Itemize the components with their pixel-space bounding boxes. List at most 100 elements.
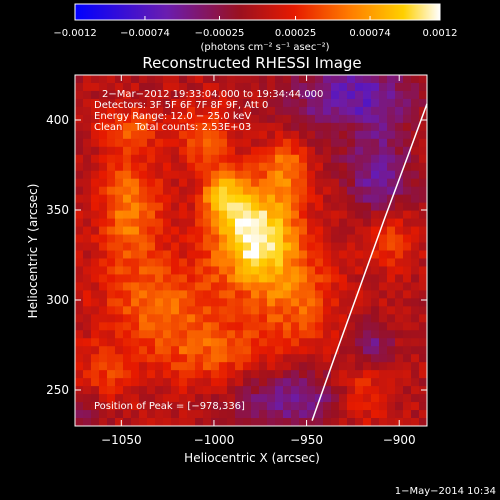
heatmap-cell (235, 162, 244, 172)
heatmap-cell (355, 378, 364, 387)
heatmap-cell (211, 130, 220, 140)
heatmap-cell (227, 186, 236, 196)
heatmap-cell (363, 106, 372, 116)
heatmap-cell (179, 314, 188, 323)
heatmap-cell (163, 170, 172, 180)
heatmap-cell (411, 114, 420, 124)
heatmap-cell (251, 250, 260, 259)
heatmap-cell (99, 322, 108, 331)
heatmap-cell (363, 410, 372, 419)
heatmap-cell (331, 138, 340, 148)
heatmap-cell (387, 82, 396, 92)
colorbar-tick-label: 0.0012 (423, 28, 458, 39)
heatmap-cell (371, 274, 380, 283)
heatmap-cell (323, 322, 332, 331)
heatmap-cell (299, 410, 308, 419)
heatmap-cell (99, 338, 108, 347)
heatmap-cell (323, 250, 332, 259)
heatmap-cell (291, 194, 300, 204)
heatmap-cell (419, 154, 428, 164)
heatmap-cell (219, 410, 228, 419)
heatmap-cell (355, 146, 364, 156)
heatmap-cell (219, 242, 228, 251)
colorbar-tick-label: 0.00025 (275, 28, 316, 39)
heatmap-cell (339, 290, 348, 299)
heatmap-cell (363, 218, 372, 228)
heatmap-cell (219, 274, 228, 283)
heatmap-cell (331, 130, 340, 140)
heatmap-cell (155, 386, 164, 395)
heatmap-cell (203, 386, 212, 395)
heatmap-cell (403, 178, 412, 188)
heatmap-cell (403, 202, 412, 212)
heatmap-cell (83, 218, 92, 228)
heatmap-cell (235, 290, 244, 299)
heatmap-cell (219, 122, 228, 132)
heatmap-cell (147, 186, 156, 196)
heatmap-cell (331, 82, 340, 92)
heatmap-cell (91, 122, 100, 132)
heatmap-cell (299, 138, 308, 148)
heatmap-cell (395, 362, 404, 371)
heatmap-cell (227, 154, 236, 164)
heatmap-cell (83, 106, 92, 116)
heatmap-cell (91, 378, 100, 387)
heatmap-cell (379, 75, 388, 84)
heatmap-cell (219, 90, 228, 100)
heatmap-cell (283, 298, 292, 307)
heatmap-cell (387, 322, 396, 331)
heatmap-cell (227, 290, 236, 299)
heatmap-cell (395, 322, 404, 331)
heatmap-cell (315, 274, 324, 283)
heatmap-cell (155, 298, 164, 307)
heatmap-cell (371, 330, 380, 339)
heatmap-cell (307, 122, 316, 132)
heatmap-cell (235, 330, 244, 339)
heatmap-cell (379, 418, 388, 427)
heatmap-cell (275, 146, 284, 156)
heatmap-cell (307, 306, 316, 315)
heatmap-cell (75, 90, 84, 100)
heatmap-cell (259, 210, 268, 220)
heatmap-cell (251, 306, 260, 315)
heatmap-cell (187, 338, 196, 347)
heatmap-cell (323, 75, 332, 84)
heatmap-cell (75, 290, 84, 299)
heatmap-cell (187, 82, 196, 92)
heatmap-cell (211, 90, 220, 100)
heatmap-cell (355, 98, 364, 108)
heatmap-cell (83, 178, 92, 188)
heatmap-cell (363, 354, 372, 363)
heatmap-cell (123, 282, 132, 291)
heatmap-cell (107, 234, 116, 244)
heatmap-cell (379, 330, 388, 339)
heatmap-cell (195, 362, 204, 371)
heatmap-cell (123, 258, 132, 267)
heatmap-cell (387, 250, 396, 259)
heatmap-cell (243, 322, 252, 331)
heatmap-cell (195, 402, 204, 411)
heatmap-cell (147, 178, 156, 188)
heatmap-cell (123, 114, 132, 124)
heatmap-cell (99, 90, 108, 100)
heatmap-cell (355, 338, 364, 347)
heatmap-cell (203, 378, 212, 387)
heatmap-cell (323, 234, 332, 244)
heatmap-cell (379, 162, 388, 172)
heatmap-cell (171, 210, 180, 220)
heatmap-cell (211, 362, 220, 371)
heatmap-cell (291, 418, 300, 427)
heatmap-cell (307, 82, 316, 92)
heatmap-cell (299, 170, 308, 180)
heatmap-cell (371, 194, 380, 204)
heatmap-cell (123, 194, 132, 204)
heatmap-cell (219, 106, 228, 116)
heatmap-cell (331, 98, 340, 108)
heatmap-cell (139, 338, 148, 347)
heatmap-cell (147, 282, 156, 291)
heatmap-cell (195, 138, 204, 148)
heatmap-cell (203, 138, 212, 148)
heatmap-cell (131, 266, 140, 275)
heatmap-cell (331, 218, 340, 228)
heatmap-cell (379, 258, 388, 267)
